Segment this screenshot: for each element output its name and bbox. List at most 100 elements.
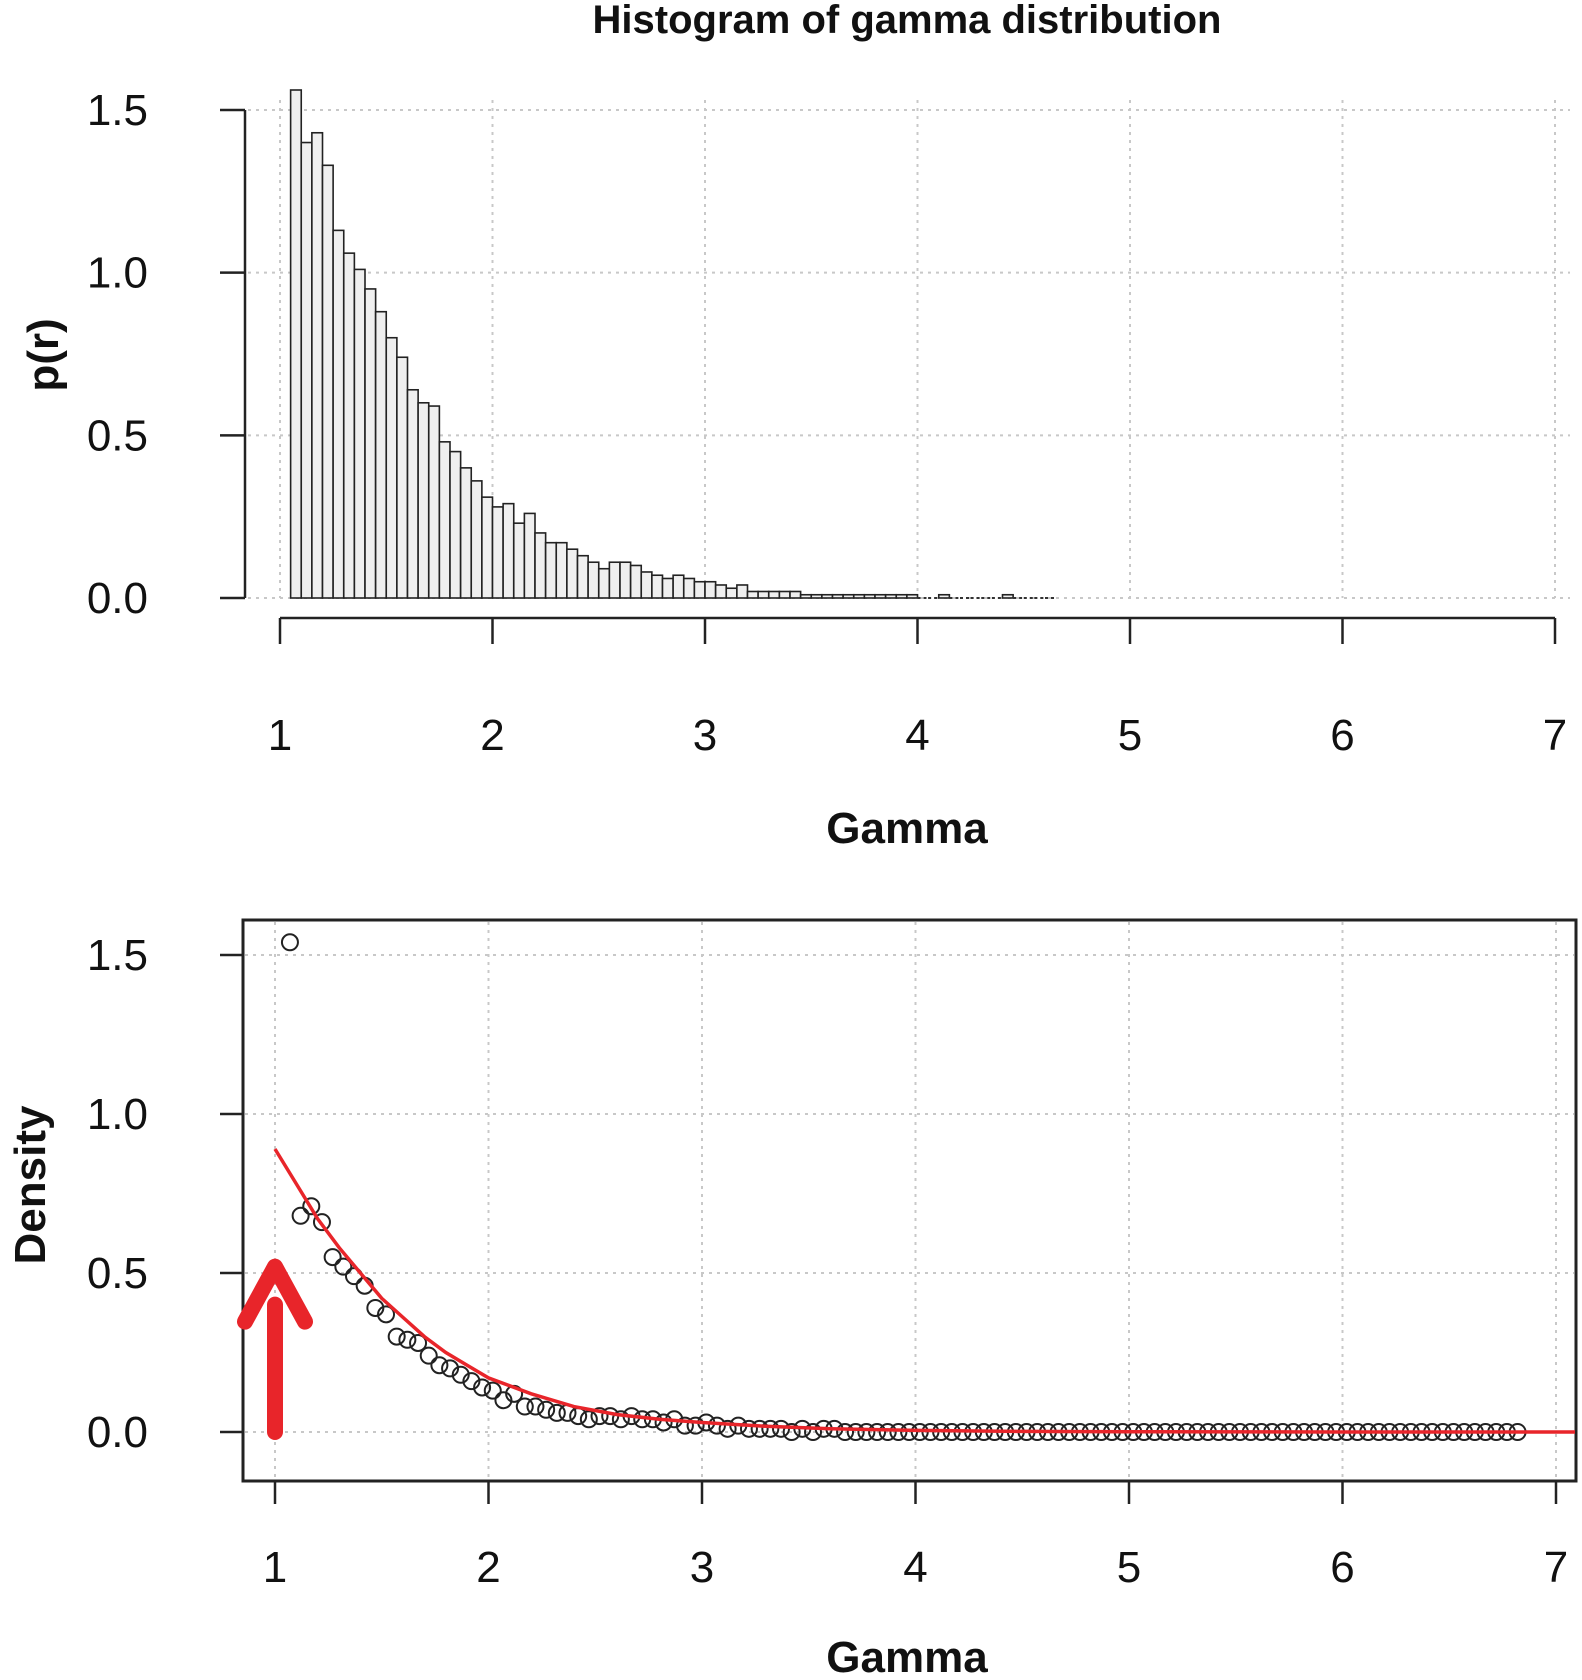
histogram-bar — [385, 336, 398, 599]
histogram-bar — [300, 141, 313, 599]
data-point — [750, 1419, 769, 1438]
histogram-bar — [693, 580, 706, 599]
plot-frame — [241, 918, 1578, 1483]
histogram-bar — [396, 356, 409, 599]
histogram-bar — [640, 571, 653, 599]
y-tick-label: 1.5 — [87, 86, 148, 135]
histogram-bar — [417, 401, 430, 599]
histogram-bar — [852, 593, 866, 599]
data-point — [483, 1381, 502, 1400]
histogram-bar — [597, 567, 611, 599]
histogram-bar — [459, 467, 473, 599]
x-axis-title: Gamma — [826, 804, 988, 853]
data-point — [889, 1423, 908, 1441]
data-point — [387, 1327, 406, 1346]
histogram-bar — [566, 548, 579, 599]
histogram-bar — [406, 388, 419, 599]
data-point — [419, 1346, 438, 1365]
data-point — [366, 1298, 385, 1317]
data-point — [537, 1400, 556, 1419]
histogram-bar — [937, 593, 951, 599]
data-point — [686, 1416, 705, 1435]
histogram-bar — [619, 561, 632, 599]
density-panel: 0.0 0.5 1.0 1.5 1 2 3 4 5 6 7 Gamma Density — [6, 918, 1578, 1680]
y-tick-label: 0.5 — [87, 1249, 148, 1298]
histogram-bar — [884, 593, 898, 599]
data-point — [782, 1423, 801, 1441]
histogram-bar — [895, 593, 908, 599]
x-tick-label: 1 — [263, 1543, 287, 1592]
histogram-bar — [651, 574, 664, 599]
histogram-bar — [821, 593, 834, 599]
histogram-bar — [576, 554, 589, 599]
fit-line — [273, 1148, 1575, 1434]
data-point — [579, 1410, 598, 1429]
histogram-bar — [289, 89, 303, 599]
histogram-bar — [874, 593, 887, 599]
histogram-bar — [757, 590, 770, 599]
histogram-bar — [672, 574, 685, 599]
histogram-bar — [544, 541, 558, 599]
data-point — [654, 1413, 673, 1432]
histogram-bar — [682, 577, 696, 599]
density-grid — [245, 922, 1574, 1479]
fit-curve — [273, 1148, 1575, 1434]
y-axis-title: Density — [6, 1105, 55, 1264]
histogram-bar — [512, 522, 526, 599]
data-point — [707, 1416, 726, 1435]
chart-title: Histogram of gamma distribution — [593, 0, 1222, 42]
histogram-panel: Histogram of gamma distribution 0.0 0.5 1.… — [19, 0, 1570, 853]
histogram-bar — [491, 506, 504, 599]
x-tick-label: 6 — [1330, 1543, 1354, 1592]
histogram-bar — [704, 580, 717, 599]
histogram-bar — [725, 587, 738, 599]
x-tick-label: 5 — [1118, 711, 1142, 760]
data-point — [312, 1213, 331, 1232]
data-point — [718, 1419, 737, 1438]
data-point — [430, 1356, 449, 1375]
histogram-bar — [608, 561, 621, 599]
data-point — [377, 1305, 396, 1324]
data-point — [334, 1257, 353, 1276]
histogram-bar — [321, 164, 334, 599]
x-tick-label: 3 — [690, 1543, 714, 1592]
data-point — [515, 1397, 534, 1416]
histogram-bar — [353, 268, 366, 599]
data-point — [451, 1365, 470, 1384]
histogram-bar — [810, 593, 823, 599]
histogram-bar — [831, 593, 844, 599]
data-point — [291, 1206, 310, 1225]
data-point — [441, 1359, 460, 1378]
histogram-bar — [629, 564, 643, 599]
arrow-head — [237, 1258, 313, 1330]
histogram-bar — [481, 496, 494, 599]
data-point — [590, 1407, 609, 1426]
data-point — [462, 1372, 481, 1391]
histogram-bar — [661, 577, 674, 599]
histogram-grid — [248, 100, 1570, 599]
data-point — [569, 1407, 588, 1426]
histogram-bar — [1001, 593, 1014, 599]
data-point — [302, 1197, 321, 1216]
histogram-bar — [374, 310, 388, 599]
data-point — [398, 1330, 417, 1349]
histogram-bar — [736, 584, 749, 599]
histogram-bar — [470, 480, 483, 599]
data-point — [409, 1333, 428, 1352]
histogram-bar — [449, 450, 462, 599]
data-point — [846, 1423, 865, 1441]
x-tick-label: 7 — [1544, 1543, 1568, 1592]
histogram-bar — [364, 288, 377, 599]
y-tick-label: 0.0 — [87, 1408, 148, 1457]
x-tick-label: 2 — [480, 711, 504, 760]
histogram-y-axis: 0.0 0.5 1.0 1.5 — [87, 86, 247, 623]
data-point — [739, 1419, 758, 1438]
y-tick-label: 0.5 — [87, 411, 148, 460]
histogram-bar — [842, 593, 855, 599]
histogram-bar — [311, 131, 324, 599]
data-point — [547, 1403, 566, 1422]
histogram-bar — [863, 593, 876, 599]
histogram-x-axis: 1 2 3 4 5 6 7 — [268, 616, 1567, 760]
y-tick-label: 0.0 — [87, 574, 148, 623]
